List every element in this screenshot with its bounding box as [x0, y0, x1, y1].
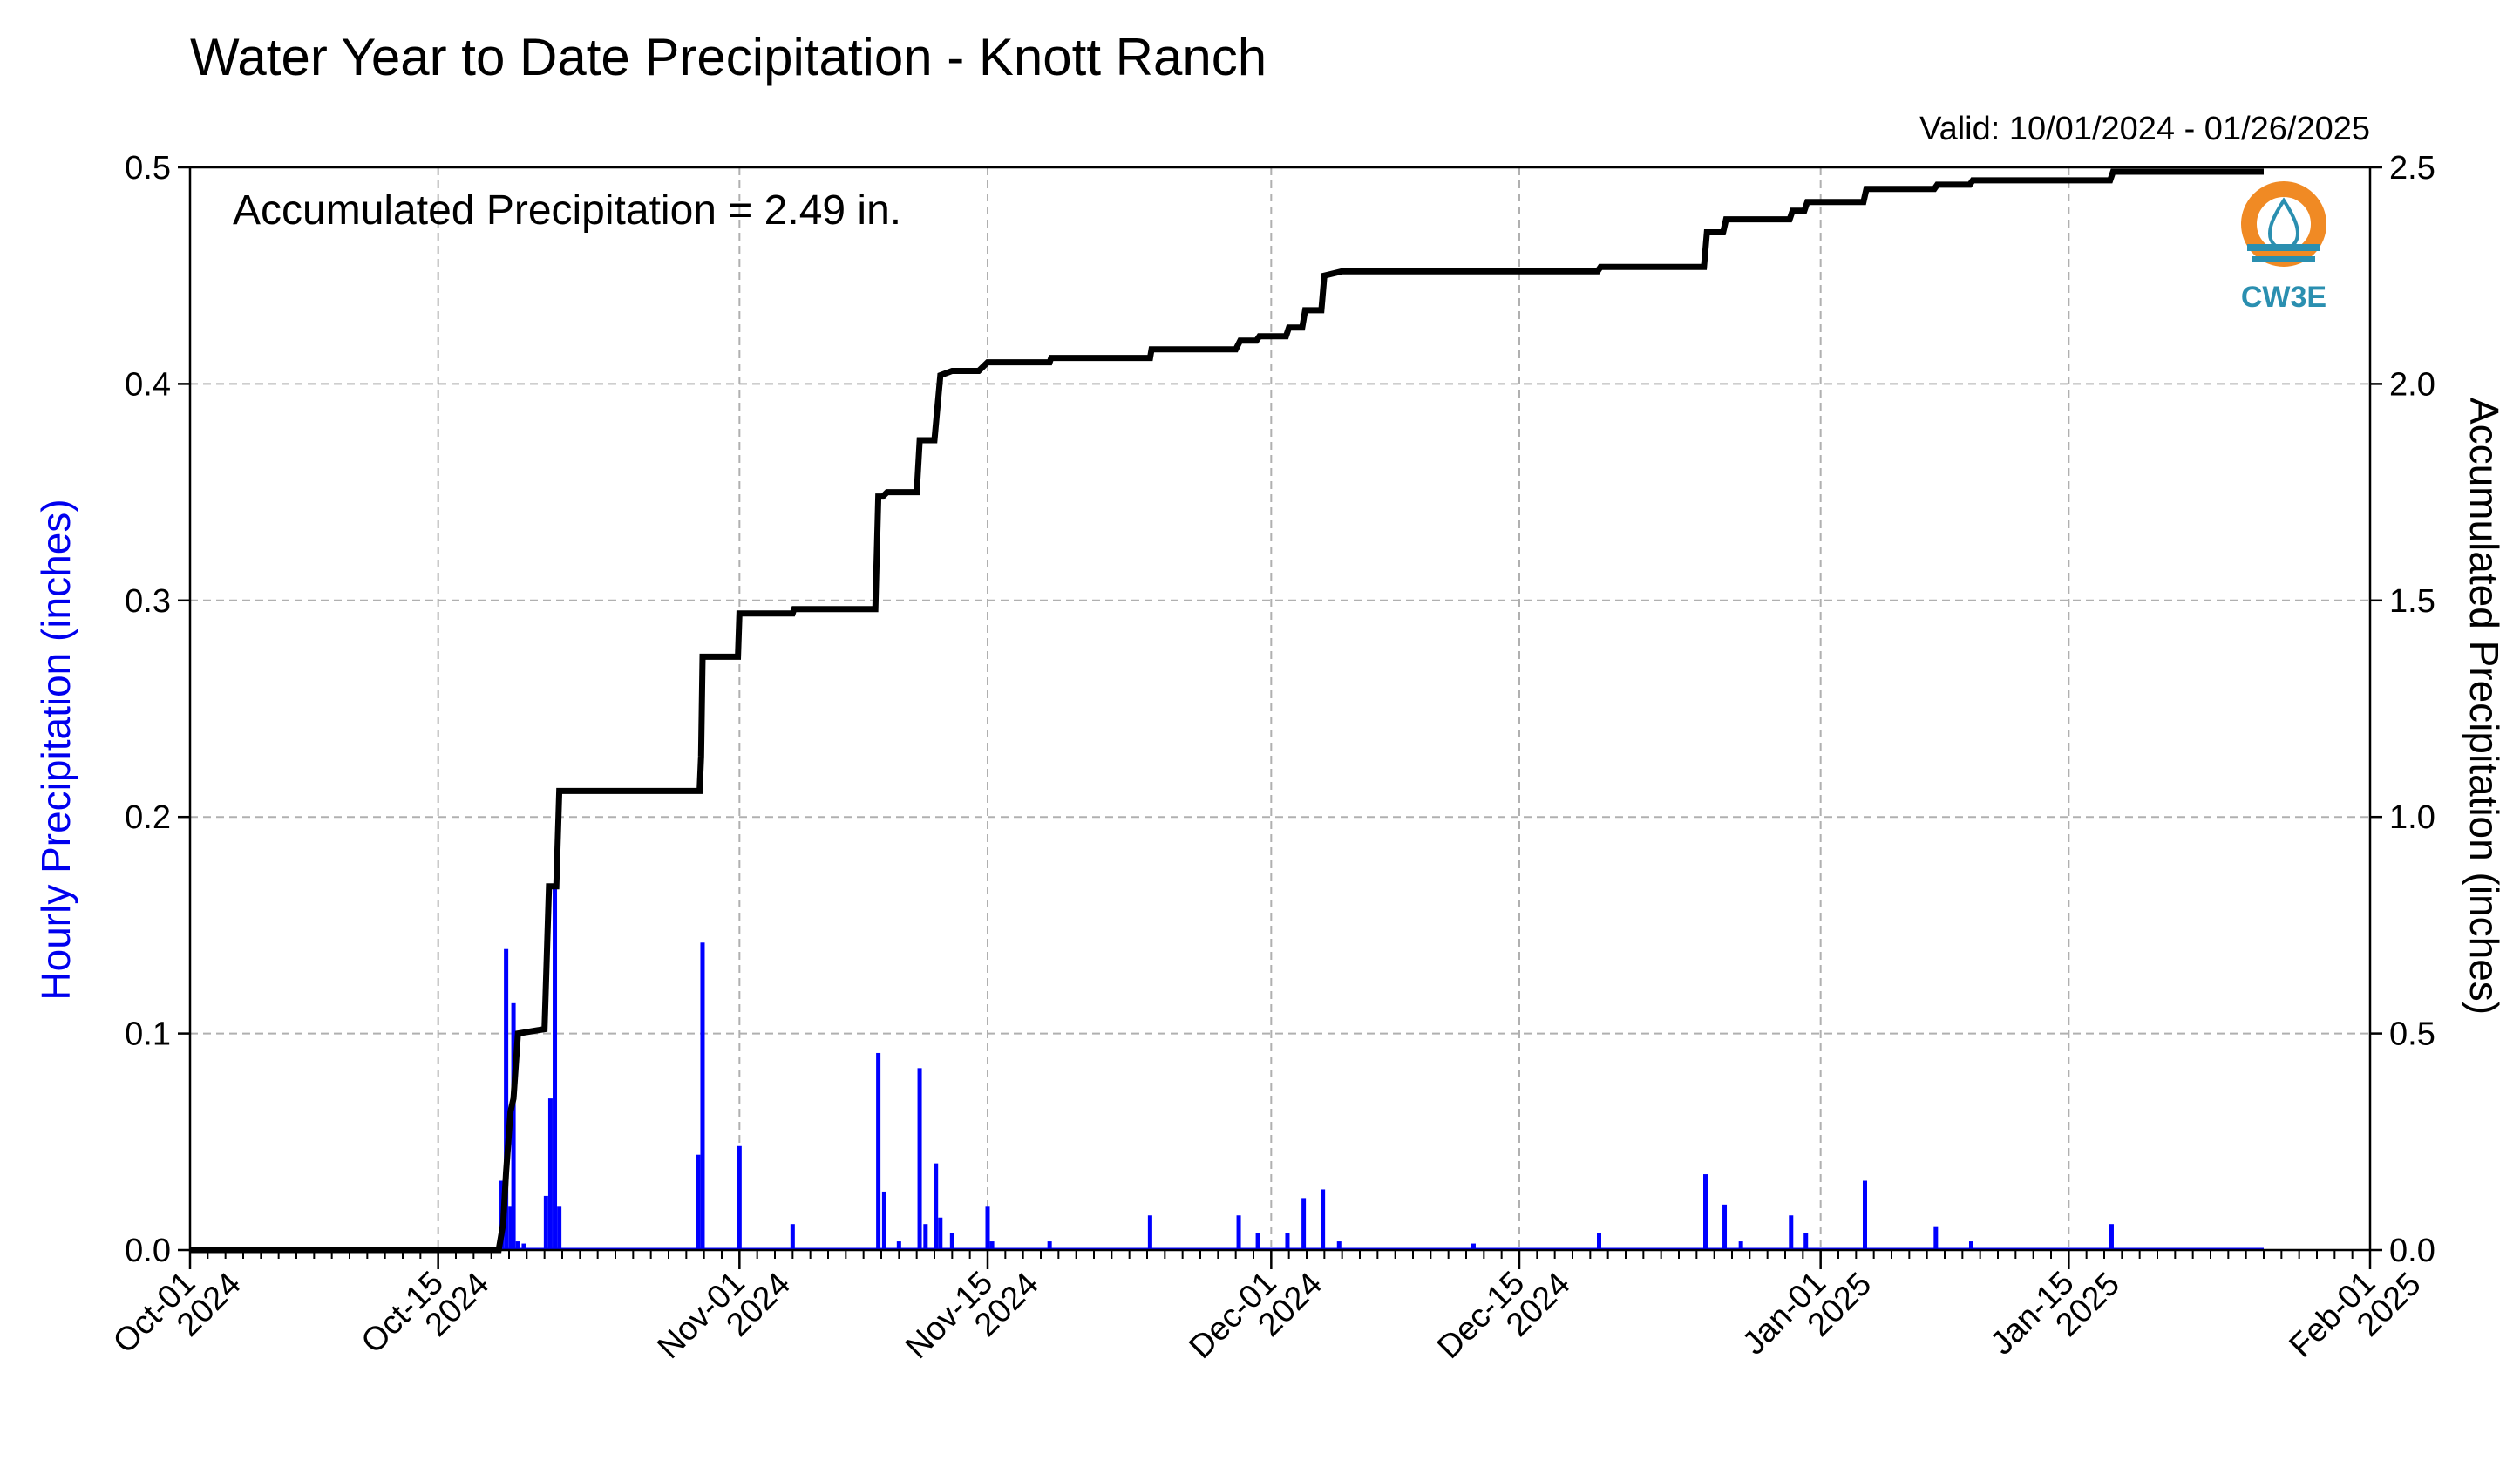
hourly-precip-bars [190, 886, 2264, 1251]
x-axis-tick-label: Dec-012024 [1182, 1242, 1329, 1390]
hourly-precip-bar [1047, 1241, 1052, 1250]
hourly-precip-bar [1471, 1243, 1476, 1250]
hourly-precip-bar [515, 1241, 520, 1250]
left-axis-label: Hourly Precipitation (inches) [33, 499, 78, 1000]
hourly-precip-bar [521, 1243, 526, 1250]
accumulated-total-annotation: Accumulated Precipitation = 2.49 in. [233, 187, 901, 234]
right-axis-tick-label: 0.5 [2389, 1016, 2435, 1053]
hourly-precip-bar [917, 1068, 922, 1250]
valid-range: Valid: 10/01/2024 - 01/26/2025 [1919, 111, 2370, 147]
x-axis-tick-label: Dec-152024 [1430, 1242, 1578, 1390]
x-axis-tick-label: Jan-152025 [1984, 1242, 2127, 1385]
right-axis-tick-label: 2.5 [2389, 150, 2435, 187]
left-axis-tick-label: 0.4 [125, 366, 171, 403]
plot-frame [188, 166, 2372, 1252]
hourly-precip-bar [1236, 1215, 1241, 1250]
hourly-precip-bar [700, 942, 705, 1250]
right-axis-label: Accumulated Precipitation (inches) [2462, 398, 2507, 1015]
hourly-precip-bar [1789, 1215, 1794, 1250]
hourly-precip-bar [1285, 1233, 1290, 1250]
hourly-precip-bar [1703, 1174, 1708, 1250]
hourly-precip-bar [2109, 1224, 2114, 1250]
x-axis-tick-label: Jan-012025 [1735, 1242, 1878, 1385]
hourly-precip-bar [737, 1145, 742, 1250]
right-axis-tick-label: 0.0 [2389, 1233, 2435, 1269]
chart-title: Water Year to Date Precipitation - Knott… [190, 28, 1267, 86]
hourly-precip-bar [1147, 1215, 1152, 1250]
hourly-precip-bar [934, 1163, 939, 1250]
right-axis-ticks: 0.0 0.5 1.0 1.5 2.0 2.5 [2370, 150, 2435, 1269]
hourly-precip-bar [1969, 1241, 1973, 1250]
x-axis-tick-label: Nov-152024 [899, 1242, 1046, 1390]
hourly-precip-bar [1255, 1233, 1260, 1250]
hourly-precip-bar [511, 1002, 516, 1250]
left-axis-ticks: 0.0 0.1 0.2 0.3 0.4 0.5 [125, 150, 190, 1269]
hourly-precip-bar [508, 1206, 513, 1250]
hourly-precip-bar [696, 1154, 701, 1250]
x-axis-ticks: Oct-012024 Oct-152024 Nov-012024 Nov-152024… [106, 1242, 2428, 1390]
hourly-precip-bar [504, 948, 509, 1250]
hourly-precip-bar [881, 1191, 886, 1250]
cw3e-logo: CW3E [2241, 181, 2326, 314]
left-axis-tick-label: 0.2 [125, 799, 171, 836]
hourly-precip-bar [949, 1233, 954, 1250]
x-axis-tick-label: Nov-012024 [650, 1242, 798, 1390]
logo-waves-icon [2252, 256, 2315, 262]
x-axis-tick-label: Oct-152024 [355, 1242, 497, 1384]
hourly-precip-bar [547, 1098, 553, 1250]
hourly-precip-bar [1336, 1241, 1342, 1250]
right-axis-tick-label: 2.0 [2389, 366, 2435, 403]
left-axis-tick-label: 0.0 [125, 1233, 171, 1269]
hourly-precip-bar [876, 1052, 881, 1250]
hourly-precip-bar [1722, 1204, 1728, 1250]
accumulated-precip-line [190, 168, 2264, 1254]
hourly-precip-bar [938, 1217, 943, 1250]
logo-text: CW3E [2241, 281, 2326, 314]
hourly-precip-bar [1933, 1226, 1939, 1250]
hourly-precip-bar [553, 886, 558, 1250]
hourly-precip-bar [1803, 1233, 1809, 1250]
hourly-precip-bar [1597, 1233, 1601, 1250]
hourly-precip-bar [557, 1206, 562, 1250]
hourly-precip-bar [1738, 1241, 1743, 1250]
grid-lines [190, 167, 2370, 1250]
hourly-precip-bar [1321, 1189, 1326, 1250]
hourly-precip-bar [1863, 1180, 1867, 1250]
right-axis-tick-label: 1.5 [2389, 583, 2435, 620]
hourly-precip-bar [989, 1241, 995, 1250]
logo-waves-icon [2247, 244, 2320, 251]
hourly-precip-bar [1301, 1198, 1307, 1250]
hourly-precip-bar [923, 1224, 928, 1250]
hourly-precip-bar [790, 1224, 795, 1250]
left-axis-tick-label: 0.5 [125, 150, 171, 187]
logo-drop-icon [2267, 197, 2300, 251]
left-axis-tick-label: 0.3 [125, 583, 171, 620]
hourly-precip-bar [896, 1241, 901, 1250]
hourly-precip-bar [985, 1206, 990, 1250]
right-axis-tick-label: 1.0 [2389, 799, 2435, 836]
hourly-precip-bar [543, 1195, 548, 1250]
left-axis-tick-label: 0.1 [125, 1016, 171, 1053]
